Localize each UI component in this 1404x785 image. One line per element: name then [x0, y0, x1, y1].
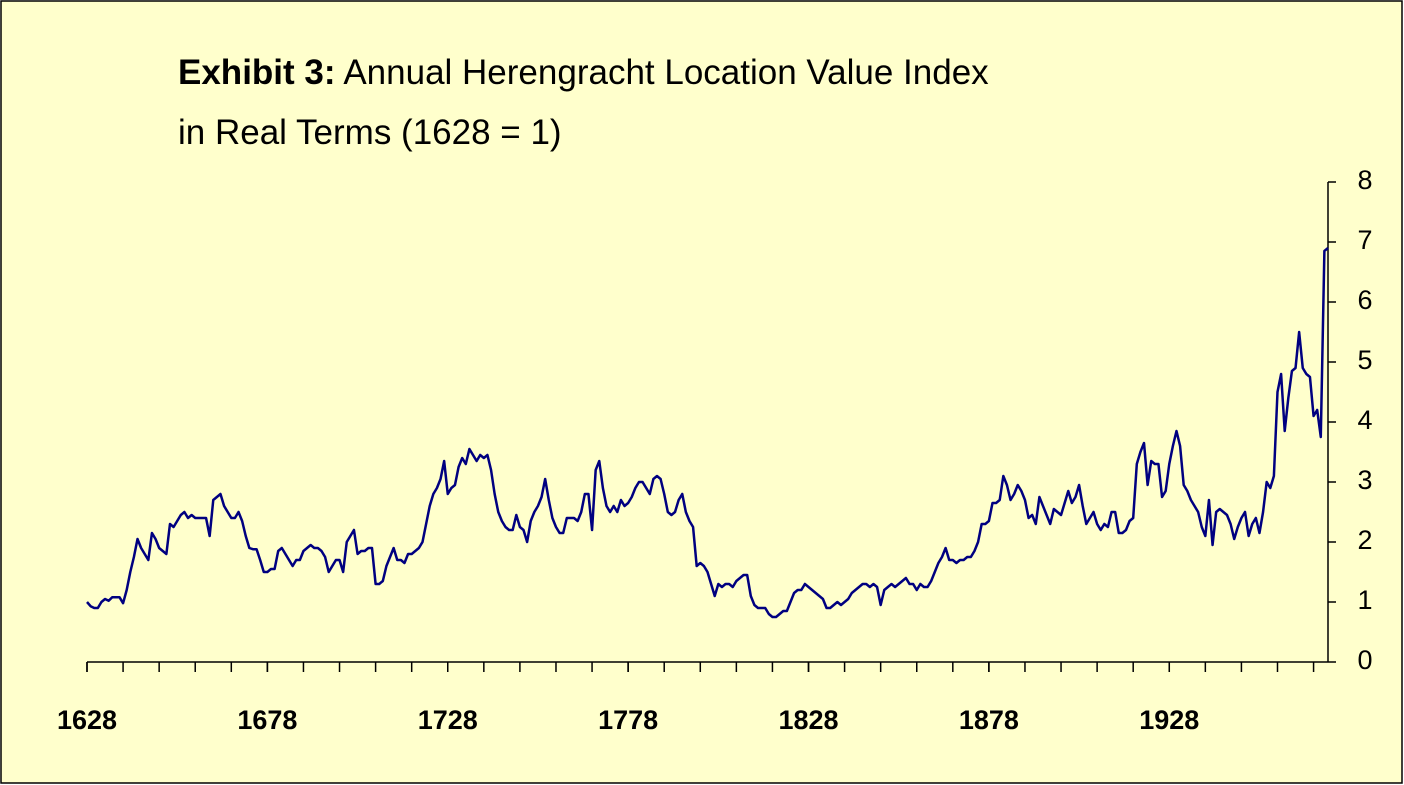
y-tick-label: 0	[1357, 645, 1372, 675]
x-tick-label: 1828	[778, 705, 838, 735]
y-tick-label: 4	[1357, 405, 1372, 435]
title-text: in Real Terms (1628 = 1)	[178, 113, 562, 152]
x-tick-label: 1678	[237, 705, 297, 735]
data-line	[86, 247, 1329, 619]
y-tick-label: 2	[1357, 525, 1372, 555]
x-tick-label: 1928	[1139, 705, 1199, 735]
title-text: Annual Herengracht Location Value Index	[343, 53, 989, 92]
y-tick-label: 1	[1357, 585, 1372, 615]
x-tick-label: 1878	[959, 705, 1019, 735]
x-tick-label: 1728	[418, 705, 478, 735]
x-tick-label: 1778	[598, 705, 658, 735]
y-tick-label: 7	[1357, 225, 1372, 255]
chart-title: Exhibit 3: Annual Herengracht Location V…	[178, 53, 989, 92]
y-tick-label: 8	[1357, 165, 1372, 195]
chart-title: in Real Terms (1628 = 1)	[178, 113, 562, 152]
title-bold: Exhibit 3:	[178, 53, 336, 92]
y-tick-label: 3	[1357, 465, 1372, 495]
y-tick-label: 6	[1357, 285, 1372, 315]
y-tick-label: 5	[1357, 345, 1372, 375]
x-tick-label: 1628	[57, 705, 117, 735]
